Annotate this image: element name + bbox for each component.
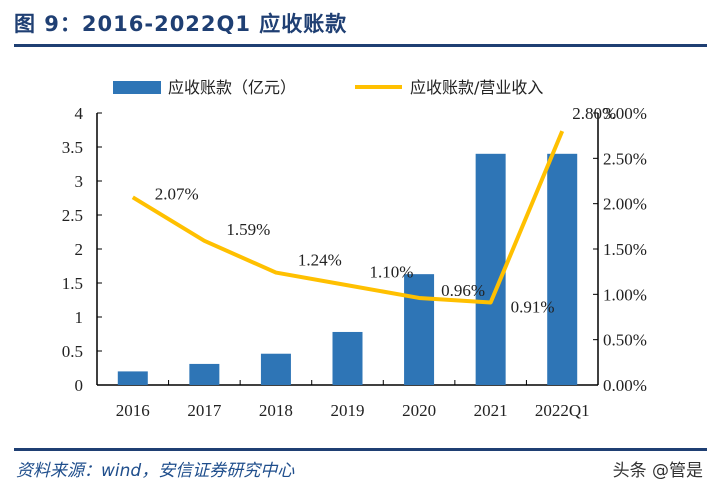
left-tick-label: 1.5 xyxy=(62,274,83,293)
left-tick-label: 0.5 xyxy=(62,342,83,361)
legend-bar-swatch xyxy=(113,81,161,94)
bar xyxy=(117,371,148,385)
data-label: 1.24% xyxy=(298,251,342,270)
x-tick-label: 2018 xyxy=(259,401,293,420)
right-tick-label: 0.50% xyxy=(603,331,647,350)
bar xyxy=(475,153,506,385)
right-tick-label: 0.00% xyxy=(603,376,647,395)
x-tick-label: 2021 xyxy=(474,401,508,420)
left-tick-label: 3 xyxy=(75,172,84,191)
left-tick-label: 0 xyxy=(75,376,84,395)
left-tick-label: 2 xyxy=(75,240,84,259)
right-tick-label: 1.50% xyxy=(603,240,647,259)
top-divider xyxy=(14,44,707,47)
data-label: 0.96% xyxy=(441,281,485,300)
bar xyxy=(332,331,363,385)
chart-title: 图 9：2016-2022Q1 应收账款 xyxy=(14,12,348,36)
bar xyxy=(260,353,291,385)
ratio-line xyxy=(131,130,565,305)
left-tick-label: 2.5 xyxy=(62,206,83,225)
legend-bar-label: 应收账款（亿元） xyxy=(168,78,296,97)
left-tick-label: 4 xyxy=(75,104,84,123)
source-note: 资料来源：wind，安信证券研究中心 xyxy=(16,461,295,481)
right-tick-label: 1.00% xyxy=(603,285,647,304)
right-tick-label: 2.50% xyxy=(603,149,647,168)
left-tick-label: 3.5 xyxy=(62,138,83,157)
x-tick-label: 2017 xyxy=(187,401,222,420)
x-tick-label: 2022Q1 xyxy=(535,401,590,420)
bottom-divider xyxy=(14,448,707,451)
bar xyxy=(404,274,435,385)
bar xyxy=(547,153,578,385)
data-label: 0.91% xyxy=(511,297,555,316)
data-label: 2.07% xyxy=(155,184,199,203)
data-label: 1.59% xyxy=(226,220,270,239)
x-tick-label: 2020 xyxy=(402,401,436,420)
right-tick-label: 3.00% xyxy=(603,104,647,123)
x-tick-label: 2016 xyxy=(116,401,150,420)
data-label: 2.80% xyxy=(572,104,616,123)
left-tick-label: 1 xyxy=(75,308,84,327)
legend-line-label: 应收账款/营业收入 xyxy=(410,78,543,97)
watermark: 头条 @管是 xyxy=(612,461,703,481)
data-label: 1.10% xyxy=(370,262,414,281)
bar xyxy=(189,363,220,385)
x-tick-label: 2019 xyxy=(331,401,365,420)
right-tick-label: 2.00% xyxy=(603,195,647,214)
